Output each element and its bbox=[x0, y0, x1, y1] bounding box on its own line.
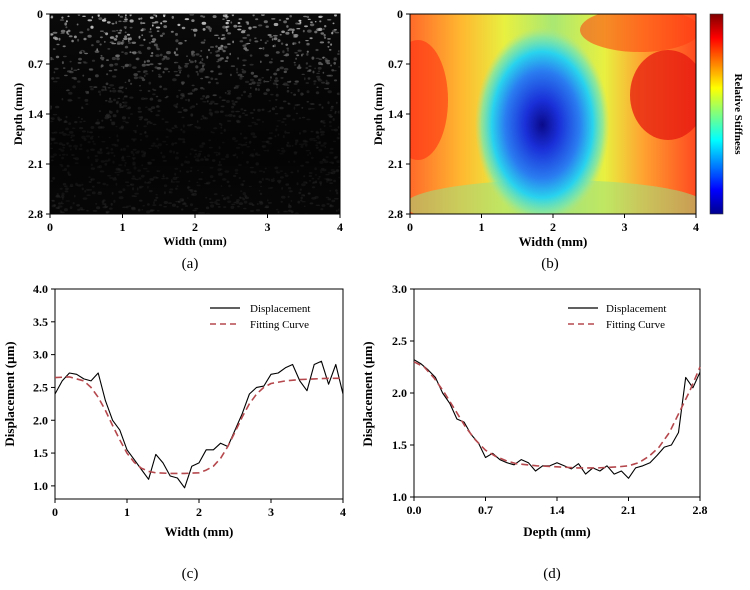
soft-region bbox=[474, 27, 610, 214]
y-tick-label: 0.7 bbox=[28, 57, 43, 71]
y-tick-label: 2.5 bbox=[33, 380, 48, 394]
x-tick-label: 0 bbox=[52, 505, 58, 519]
y-tick-label: 1.0 bbox=[33, 479, 48, 493]
stiffness-map bbox=[410, 14, 696, 214]
y-tick-label: 2.1 bbox=[388, 157, 403, 171]
panel-d-xlabel: Depth (mm) bbox=[523, 524, 591, 539]
panel-a-axes: 0 1 2 3 4 0 0.7 1.4 2.1 2.8 bbox=[28, 7, 343, 234]
legend-label-fitting: Fitting Curve bbox=[250, 319, 309, 331]
y-tick-label: 3.5 bbox=[33, 315, 48, 329]
y-tick-label: 2.0 bbox=[33, 413, 48, 427]
panel-b: 0 1 2 3 4 0 0.7 1.4 2.1 2.8 Relative Stiffness Wi… bbox=[371, 7, 744, 272]
x-tick-label: 2 bbox=[192, 220, 198, 234]
legend-label-displacement: Displacement bbox=[606, 303, 666, 315]
y-tick-label: 0 bbox=[397, 7, 403, 21]
x-tick-label: 4 bbox=[337, 220, 343, 234]
stiff-region-right bbox=[630, 50, 696, 140]
displacement-line bbox=[54, 360, 344, 489]
x-tick-label: 1 bbox=[479, 220, 485, 234]
panel-a-xlabel: Width (mm) bbox=[163, 234, 226, 248]
y-tick-label: 3.0 bbox=[392, 282, 407, 296]
displacement-line bbox=[413, 359, 701, 479]
x-tick-label: 1.4 bbox=[550, 503, 565, 517]
panel-b-ylabel: Depth (mm) bbox=[371, 83, 385, 145]
panel-a: 0 1 2 3 4 0 0.7 1.4 2.1 2.8 Width (mm) Depth (mm)… bbox=[11, 7, 343, 272]
y-tick-label: 1.5 bbox=[33, 446, 48, 460]
x-tick-label: 4 bbox=[693, 220, 699, 234]
x-tick-label: 3 bbox=[265, 220, 271, 234]
y-tick-label: 2.1 bbox=[28, 157, 43, 171]
fitting-curve-line bbox=[54, 376, 343, 475]
y-tick-label: 2.5 bbox=[392, 334, 407, 348]
panel-d-subtitle: (d) bbox=[543, 566, 561, 582]
x-tick-label: 3 bbox=[622, 220, 628, 234]
y-tick-label: 2.8 bbox=[28, 207, 43, 221]
x-tick-label: 2 bbox=[550, 220, 556, 234]
panel-b-subtitle: (b) bbox=[541, 256, 559, 272]
x-tick-label: 2.1 bbox=[621, 503, 636, 517]
y-tick-label: 0.7 bbox=[388, 57, 403, 71]
colorbar bbox=[709, 13, 724, 215]
stiff-region-left bbox=[410, 40, 448, 160]
panel-d-series bbox=[413, 359, 701, 479]
panel-d-axes: 0.0 0.7 1.4 2.1 2.8 1.0 1.5 2.0 2.5 3.0 bbox=[392, 282, 708, 517]
x-tick-label: 1 bbox=[124, 505, 130, 519]
y-tick-label: 2.0 bbox=[392, 386, 407, 400]
x-tick-label: 0.0 bbox=[407, 503, 422, 517]
y-tick-label: 1.5 bbox=[392, 438, 407, 452]
x-tick-label: 0 bbox=[47, 220, 53, 234]
y-tick-label: 1.0 bbox=[392, 490, 407, 504]
panel-c-xlabel: Width (mm) bbox=[165, 524, 234, 539]
colorbar-label: Relative Stiffness bbox=[732, 74, 744, 156]
panel-a-ylabel: Depth (mm) bbox=[11, 83, 25, 145]
panel-d-legend: Displacement Fitting Curve bbox=[568, 303, 666, 331]
panel-a-subtitle: (a) bbox=[182, 256, 199, 272]
panel-b-xlabel: Width (mm) bbox=[519, 234, 588, 249]
panel-c-subtitle: (c) bbox=[182, 566, 199, 582]
y-tick-label: 4.0 bbox=[33, 282, 48, 296]
x-tick-label: 2 bbox=[196, 505, 202, 519]
panel-b-axes: 0 1 2 3 4 0 0.7 1.4 2.1 2.8 bbox=[388, 7, 699, 234]
panel-c-axes: 0 1 2 3 4 1.0 1.5 2.0 2.5 3.0 3.5 4.0 bbox=[33, 282, 346, 519]
y-tick-label: 1.4 bbox=[388, 107, 403, 121]
panel-d-ylabel: Displacement (μm) bbox=[360, 341, 375, 446]
x-tick-label: 0 bbox=[407, 220, 413, 234]
fitting-curve-line bbox=[413, 361, 701, 469]
legend-label-displacement: Displacement bbox=[250, 303, 310, 315]
panel-c: 0 1 2 3 4 1.0 1.5 2.0 2.5 3.0 3.5 4.0 Displacement … bbox=[2, 282, 346, 582]
x-tick-label: 1 bbox=[120, 220, 126, 234]
stiff-region-top bbox=[580, 14, 696, 52]
y-tick-label: 0 bbox=[37, 7, 43, 21]
x-tick-label: 4 bbox=[340, 505, 346, 519]
panel-c-ylabel: Displacement (μm) bbox=[2, 341, 17, 446]
x-tick-label: 2.8 bbox=[693, 503, 708, 517]
y-tick-label: 1.4 bbox=[28, 107, 43, 121]
legend-label-fitting: Fitting Curve bbox=[606, 319, 665, 331]
panel-c-legend: Displacement Fitting Curve bbox=[210, 303, 310, 331]
speckle-fade bbox=[50, 14, 340, 214]
y-tick-label: 2.8 bbox=[388, 207, 403, 221]
panel-d: 0.0 0.7 1.4 2.1 2.8 1.0 1.5 2.0 2.5 3.0 Displacem… bbox=[360, 282, 708, 582]
x-tick-label: 3 bbox=[268, 505, 274, 519]
y-tick-label: 3.0 bbox=[33, 348, 48, 362]
x-tick-label: 0.7 bbox=[478, 503, 493, 517]
panel-c-series bbox=[54, 360, 344, 489]
